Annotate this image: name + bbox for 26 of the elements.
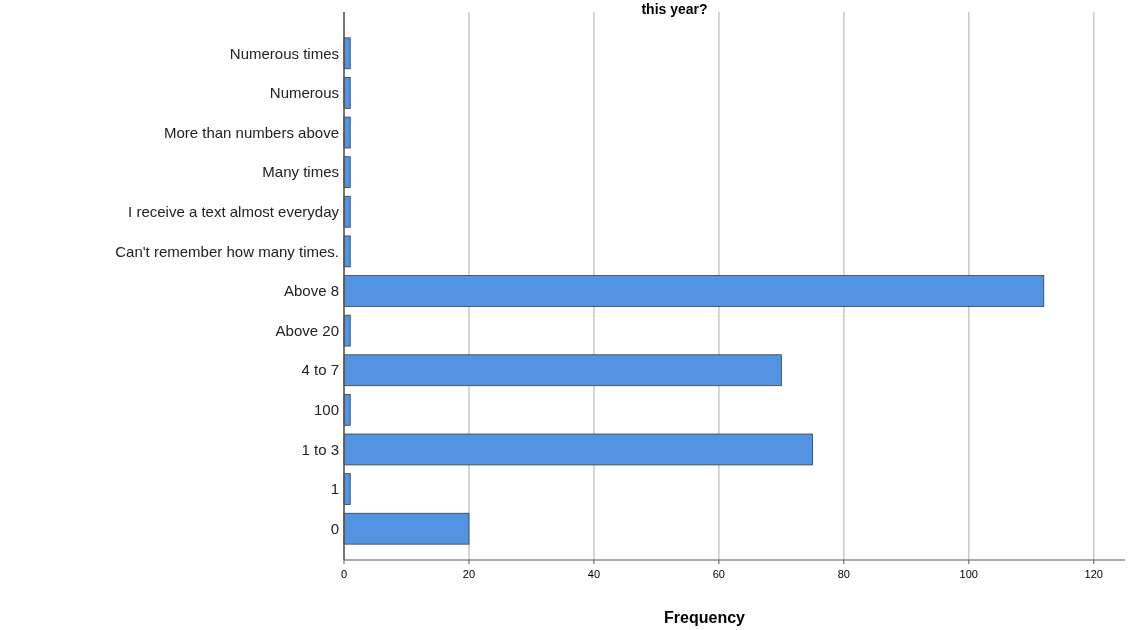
chart-title: this year? bbox=[641, 1, 708, 17]
y-tick-label: 0 bbox=[330, 519, 339, 537]
x-tick-label: 40 bbox=[587, 568, 601, 580]
x-tick-label: 100 bbox=[959, 568, 978, 580]
y-tick-label: 1 to 3 bbox=[301, 440, 339, 458]
y-tick-label: More than numbers above bbox=[163, 123, 339, 141]
y-tick-label: 100 bbox=[313, 401, 339, 419]
y-tick-label: Above 20 bbox=[275, 321, 339, 339]
y-tick-label: Numerous times bbox=[229, 44, 339, 62]
x-tick-label: 20 bbox=[462, 568, 476, 580]
bar bbox=[343, 512, 470, 545]
bar bbox=[343, 354, 782, 387]
x-tick-label: 0 bbox=[340, 568, 348, 580]
x-tick-label: 120 bbox=[1084, 568, 1103, 580]
bar bbox=[343, 433, 813, 466]
y-tick-label: 4 to 7 bbox=[301, 361, 339, 379]
bar bbox=[343, 275, 1045, 307]
y-tick-label: 1 bbox=[330, 480, 339, 498]
y-tick-label: Above 8 bbox=[283, 282, 339, 300]
x-axis-title: Frequency bbox=[664, 609, 746, 626]
y-tick-label: Can't remember how many times. bbox=[115, 242, 339, 260]
y-tick-label: I receive a text almost everyday bbox=[128, 203, 340, 221]
y-tick-label: Many times bbox=[262, 163, 339, 181]
x-tick-label: 60 bbox=[712, 568, 726, 580]
x-tick-label: 80 bbox=[837, 568, 850, 580]
y-tick-label: Numerous bbox=[269, 84, 339, 102]
